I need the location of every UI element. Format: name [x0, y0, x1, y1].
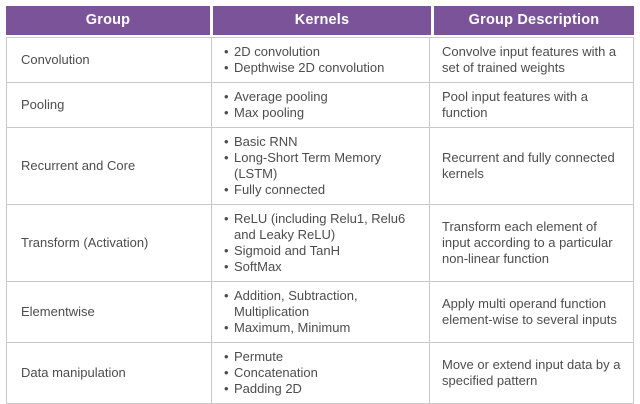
kernel-item: Maximum, Minimum: [222, 320, 412, 336]
table-header-row: Group Kernels Group Description: [6, 6, 634, 35]
group-cell: Data manipulation: [21, 365, 126, 380]
kernel-item: Max pooling: [222, 105, 412, 121]
description-cell: Apply multi operand function element-wis…: [429, 282, 633, 342]
description-text: Convolve input features with a set of tr…: [442, 44, 617, 75]
kernel-item: Fully connected: [222, 182, 412, 198]
kernel-item: Sigmoid and TanH: [222, 243, 412, 259]
description-text: Move or extend input data by a specified…: [442, 357, 621, 388]
table-row: Transform (Activation) ReLU (including R…: [7, 205, 633, 282]
column-header-group: Group: [6, 6, 210, 35]
kernels-cell: Average poolingMax pooling: [211, 83, 429, 127]
group-cell: Elementwise: [21, 304, 95, 319]
table-row: Pooling Average poolingMax pooling Pool …: [7, 83, 633, 128]
table-body: Convolution 2D convolutionDepthwise 2D c…: [6, 37, 634, 404]
group-cell: Pooling: [21, 97, 65, 112]
kernel-list: ReLU (including Relu1, Relu6 and Leaky R…: [222, 211, 421, 275]
kernel-item: ReLU (including Relu1, Relu6 and Leaky R…: [222, 211, 412, 243]
group-cell: Transform (Activation): [21, 235, 149, 250]
kernel-item: Concatenation: [222, 365, 412, 381]
kernel-item: Padding 2D: [222, 381, 412, 397]
kernel-list: Addition, Subtraction, MultiplicationMax…: [222, 288, 421, 336]
kernel-groups-table: Group Kernels Group Description Convolut…: [6, 6, 634, 404]
kernel-item: Permute: [222, 349, 412, 365]
table-row: Convolution 2D convolutionDepthwise 2D c…: [7, 38, 633, 83]
description-cell: Pool input features with a function: [429, 83, 633, 127]
kernel-list: PermuteConcatenationPadding 2D: [222, 349, 421, 397]
description-cell: Transform each element of input accordin…: [429, 205, 633, 281]
table-row: Recurrent and Core Basic RNNLong-Short T…: [7, 128, 633, 205]
group-cell: Recurrent and Core: [21, 158, 136, 173]
description-cell: Move or extend input data by a specified…: [429, 343, 633, 403]
description-cell: Recurrent and fully connected kernels: [429, 128, 633, 204]
kernels-cell: PermuteConcatenationPadding 2D: [211, 343, 429, 403]
description-text: Apply multi operand function element-wis…: [442, 296, 617, 327]
kernels-cell: Addition, Subtraction, MultiplicationMax…: [211, 282, 429, 342]
description-text: Recurrent and fully connected kernels: [442, 150, 615, 181]
kernel-list: Average poolingMax pooling: [222, 89, 421, 121]
kernel-list: 2D convolutionDepthwise 2D convolution: [222, 44, 421, 76]
kernel-item: SoftMax: [222, 259, 412, 275]
kernel-item: Long-Short Term Memory (LSTM): [222, 150, 412, 182]
column-header-kernels: Kernels: [213, 6, 431, 35]
kernels-cell: 2D convolutionDepthwise 2D convolution: [211, 38, 429, 82]
description-cell: Convolve input features with a set of tr…: [429, 38, 633, 82]
kernel-list: Basic RNNLong-Short Term Memory (LSTM)Fu…: [222, 134, 421, 198]
kernel-item: Average pooling: [222, 89, 412, 105]
table-row: Elementwise Addition, Subtraction, Multi…: [7, 282, 633, 343]
kernels-cell: ReLU (including Relu1, Relu6 and Leaky R…: [211, 205, 429, 281]
kernels-cell: Basic RNNLong-Short Term Memory (LSTM)Fu…: [211, 128, 429, 204]
column-header-group-description: Group Description: [434, 6, 634, 35]
group-cell: Convolution: [21, 52, 90, 67]
kernel-item: Basic RNN: [222, 134, 412, 150]
kernel-item: 2D convolution: [222, 44, 412, 60]
table-row: Data manipulation PermuteConcatenationPa…: [7, 343, 633, 403]
kernel-item: Depthwise 2D convolution: [222, 60, 412, 76]
description-text: Pool input features with a function: [442, 89, 588, 120]
description-text: Transform each element of input accordin…: [442, 219, 613, 266]
kernel-item: Addition, Subtraction, Multiplication: [222, 288, 412, 320]
